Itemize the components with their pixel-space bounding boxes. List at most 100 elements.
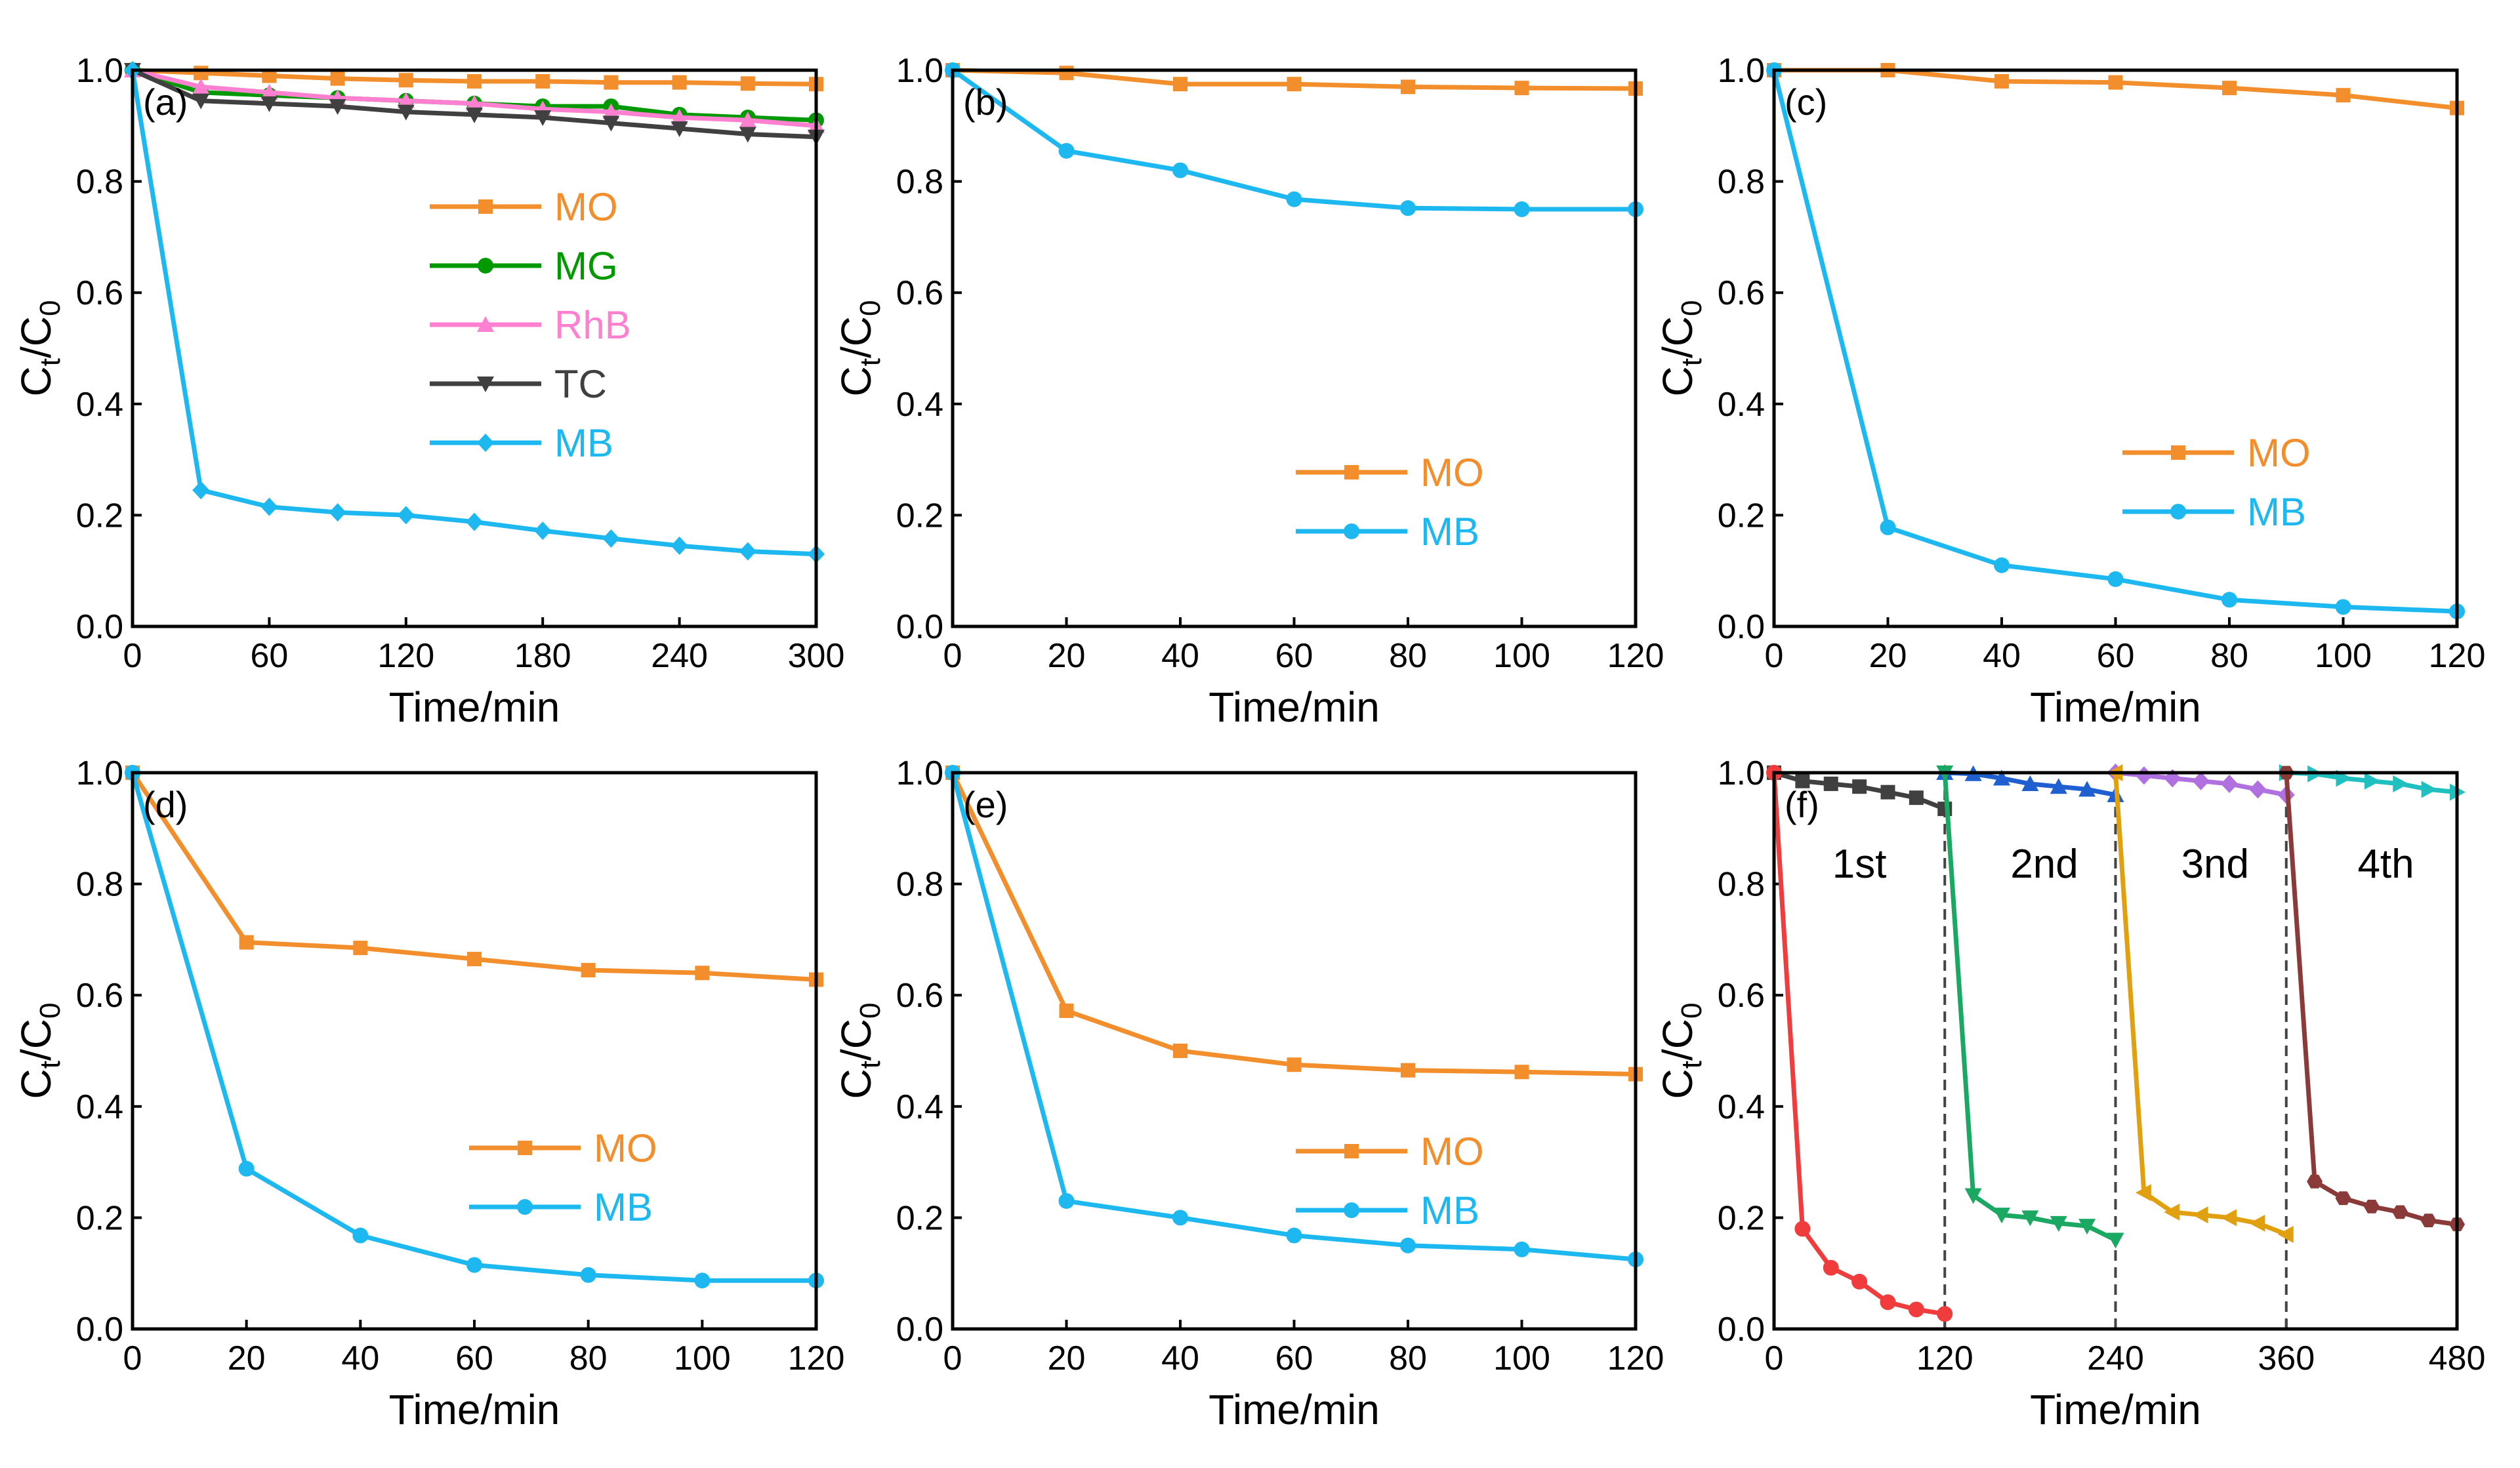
legend-marker-MB bbox=[517, 1199, 533, 1215]
data-point-TC bbox=[397, 104, 415, 121]
data-point-MO bbox=[1287, 77, 1302, 92]
panel-c: 0 20 40 60 80 100 120 0.0 0.2 0.4 0.6 0.8 1.0 (c) Time… bbox=[1654, 52, 2485, 731]
y-tick-label: 1.0 bbox=[896, 754, 943, 792]
y-axis-title-part: 0 bbox=[854, 1003, 886, 1019]
data-point-MB bbox=[2107, 571, 2124, 587]
data-point-MO bbox=[672, 75, 687, 90]
y-axis-title-part: t bbox=[34, 358, 66, 366]
data-point-MB bbox=[1058, 1193, 1075, 1209]
x-tick-label: 60 bbox=[455, 1339, 493, 1377]
y-axis-title-part: /C bbox=[12, 316, 60, 358]
y-tick-label: 0.8 bbox=[76, 163, 123, 201]
x-axis-title: Time/min bbox=[2030, 1386, 2201, 1433]
data-point-MO bbox=[695, 966, 710, 981]
data-point-TC bbox=[739, 127, 756, 143]
data-point-MO bbox=[1994, 73, 2009, 89]
legend-marker-RhB bbox=[477, 316, 494, 332]
x-tick-label: 240 bbox=[2087, 1339, 2144, 1377]
data-point-MB bbox=[466, 512, 483, 531]
data-point-TC bbox=[466, 107, 483, 123]
y-tick-label: 0.4 bbox=[896, 1088, 943, 1126]
y-tick-label: 0.2 bbox=[76, 1199, 123, 1237]
legend-marker-MO bbox=[1344, 1144, 1359, 1158]
x-axis-title: Time/min bbox=[389, 1386, 560, 1433]
plot-frame bbox=[951, 68, 1638, 628]
data-point-MB bbox=[1514, 201, 1530, 217]
data-point-MO bbox=[2108, 75, 2123, 90]
data-point-cycle1-bottom bbox=[1908, 1301, 1924, 1318]
data-point-MO bbox=[535, 73, 550, 89]
y-axis-title-part: 0 bbox=[1676, 1003, 1708, 1019]
data-point-cycle3-top bbox=[2249, 780, 2267, 799]
y-tick-label: 0.4 bbox=[1718, 386, 1765, 424]
y-tick-label: 0.0 bbox=[896, 608, 943, 646]
data-point-MO bbox=[581, 963, 596, 978]
x-tick-label: 120 bbox=[377, 637, 434, 675]
data-point-cycle4-bottom bbox=[2392, 1205, 2408, 1219]
x-tick-label: 360 bbox=[2258, 1339, 2315, 1377]
data-point-cycle3-top bbox=[2135, 766, 2153, 785]
data-point-MO bbox=[604, 75, 619, 90]
y-axis-title-part: /C bbox=[1654, 316, 1701, 358]
data-point-TC bbox=[602, 115, 620, 132]
panel-label: (a) bbox=[143, 81, 188, 123]
data-point-MB bbox=[1286, 191, 1302, 207]
y-axis-title-part: t bbox=[34, 1061, 66, 1069]
data-point-cycle1-top bbox=[1823, 776, 1838, 791]
data-point-MB bbox=[397, 506, 415, 525]
x-tick-label: 0 bbox=[123, 1339, 142, 1377]
y-tick-label: 0.6 bbox=[896, 977, 943, 1015]
data-point-cycle1-bottom bbox=[1937, 1306, 1953, 1322]
y-tick-label: 1.0 bbox=[896, 52, 943, 90]
data-point-cycle4-bottom bbox=[2335, 1191, 2351, 1206]
y-tick-label: 1.0 bbox=[1718, 52, 1765, 90]
y-axis-title-part: C bbox=[12, 1069, 60, 1099]
data-point-cycle2-top bbox=[2078, 781, 2096, 797]
data-point-TC bbox=[329, 99, 346, 115]
data-point-cycle4-top bbox=[2421, 781, 2437, 798]
x-tick-label: 0 bbox=[943, 1339, 962, 1377]
data-point-RhB bbox=[602, 103, 620, 119]
y-axis-title-part: C bbox=[833, 1069, 880, 1099]
y-tick-label: 0.6 bbox=[76, 274, 123, 312]
legend-label-MO: MO bbox=[2247, 431, 2311, 475]
x-tick-label: 120 bbox=[1607, 637, 1664, 675]
data-point-MO bbox=[239, 935, 254, 950]
x-tick-label: 180 bbox=[514, 637, 571, 675]
y-axis-title-part: C bbox=[1654, 1069, 1701, 1099]
data-point-MB bbox=[2221, 592, 2237, 608]
plot-frame bbox=[1772, 771, 2459, 1331]
x-axis-title: Time/min bbox=[1208, 1386, 1380, 1433]
data-point-cycle1-top bbox=[1880, 785, 1895, 800]
data-point-cycle4-bottom bbox=[2420, 1213, 2437, 1227]
plot-frame bbox=[131, 68, 818, 628]
x-tick-label: 100 bbox=[1493, 637, 1550, 675]
legend-marker-MB bbox=[1344, 523, 1359, 539]
legend: MO MB bbox=[469, 1126, 657, 1229]
data-point-cycle3-bottom bbox=[2221, 1209, 2237, 1227]
panel-b: 0 20 40 60 80 100 120 0.0 0.2 0.4 0.6 0.8 1.0 (b) Time… bbox=[833, 52, 1664, 731]
data-point-cycle3-top bbox=[2221, 774, 2238, 793]
x-tick-label: 0 bbox=[1765, 1339, 1784, 1377]
x-axis-title: Time/min bbox=[389, 683, 560, 731]
y-tick-label: 0.2 bbox=[76, 497, 123, 535]
series-line-MB bbox=[950, 772, 1636, 1262]
data-point-MB bbox=[694, 1273, 711, 1289]
data-point-cycle3-bottom bbox=[2192, 1206, 2208, 1224]
y-axis-title-part: 0 bbox=[34, 300, 66, 316]
y-tick-label: 0.6 bbox=[896, 274, 943, 312]
data-point-cycle1-bottom bbox=[1794, 1221, 1811, 1237]
data-point-MO bbox=[1173, 1044, 1188, 1058]
data-point-MB bbox=[534, 521, 552, 540]
y-tick-label: 1.0 bbox=[76, 52, 123, 90]
data-point-MB bbox=[192, 481, 210, 500]
data-point-MB bbox=[1400, 200, 1416, 216]
data-point-TC bbox=[534, 110, 552, 127]
data-point-cycle2-bottom bbox=[2021, 1210, 2039, 1227]
y-tick-label: 0.0 bbox=[896, 1311, 943, 1349]
legend-label-MO: MO bbox=[554, 185, 618, 229]
x-tick-label: 0 bbox=[123, 637, 142, 675]
cycle-label: 4th bbox=[2357, 842, 2414, 887]
x-tick-label: 120 bbox=[2429, 637, 2486, 675]
x-tick-label: 20 bbox=[1048, 1339, 1086, 1377]
